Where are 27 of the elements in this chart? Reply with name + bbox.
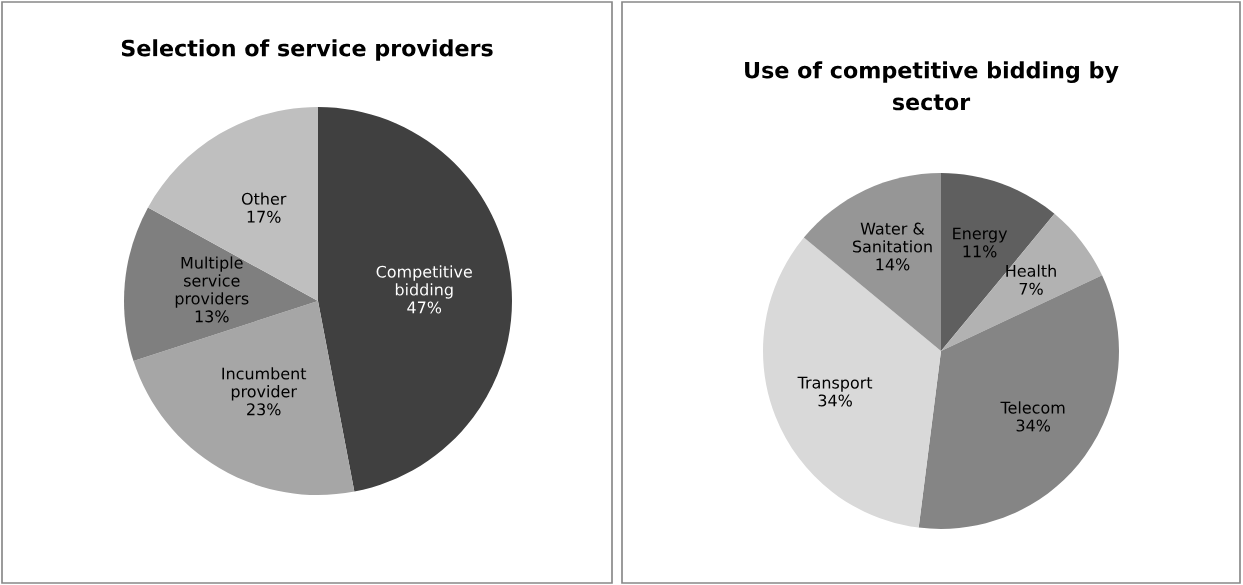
slice-label: Competitive bidding bbox=[376, 265, 472, 299]
pie-slice bbox=[941, 173, 1055, 351]
pie-slice bbox=[763, 237, 941, 528]
pie-slice bbox=[318, 107, 512, 492]
slice-label: Health bbox=[1006, 264, 1056, 277]
pie-slice bbox=[124, 207, 318, 361]
slice-label: Other bbox=[241, 192, 287, 205]
slice-label: Incumbent provider bbox=[222, 367, 307, 401]
slice-label: Energy bbox=[953, 227, 1008, 243]
data-label: 34% bbox=[1016, 419, 1051, 432]
data-label: 14% bbox=[876, 258, 910, 271]
slice-label: Telecom bbox=[1000, 401, 1065, 414]
data-label: 23% bbox=[247, 403, 281, 416]
pie-slice bbox=[941, 213, 1103, 351]
data-label: 34% bbox=[818, 394, 852, 407]
data-label: 7% bbox=[1019, 282, 1043, 295]
data-label: 13% bbox=[195, 310, 229, 323]
pie-slice bbox=[803, 173, 941, 351]
data-label: 17% bbox=[247, 210, 281, 223]
slice-label: Multiple service providers bbox=[175, 256, 249, 308]
slice-label: Water & Sanitation bbox=[852, 222, 932, 253]
data-label: 11% bbox=[963, 245, 997, 258]
slice-label: Transport bbox=[797, 376, 873, 392]
pie-slice bbox=[918, 275, 1119, 529]
data-label: 47% bbox=[407, 301, 442, 314]
chart-title: Use of competitive bidding by sector bbox=[745, 61, 1119, 111]
chart-title: Selection of service providers bbox=[121, 39, 493, 61]
